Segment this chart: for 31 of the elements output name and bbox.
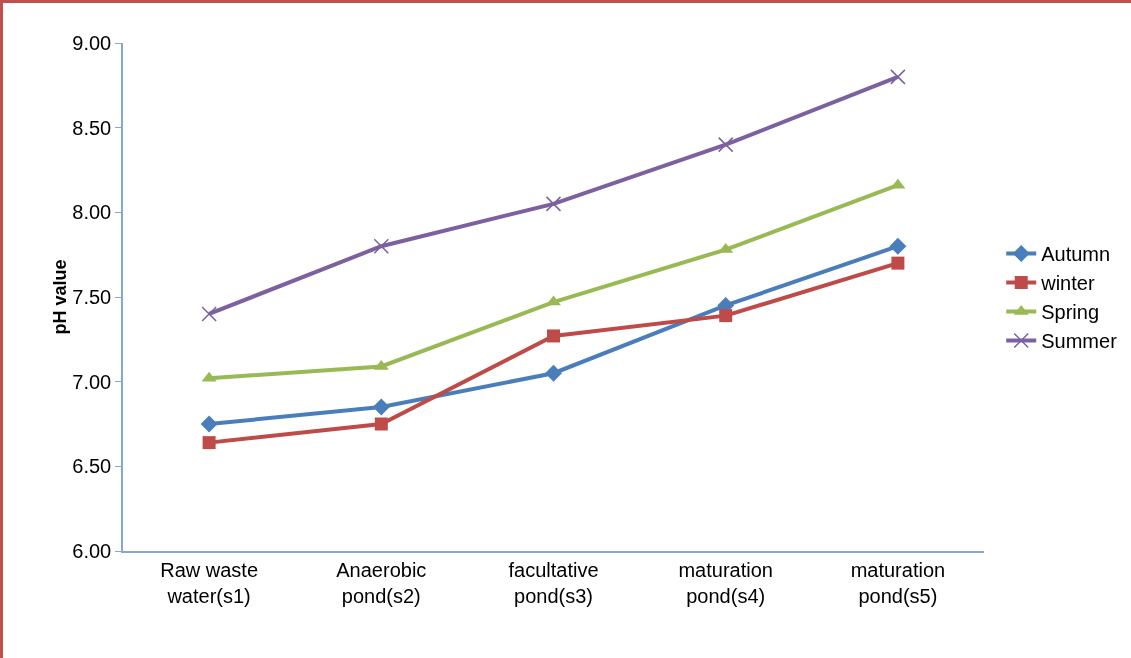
point [889,237,907,255]
point [202,436,216,450]
y-tick-label: 9.00 [72,32,112,54]
y-tick-label: 6.50 [72,455,112,478]
x-tick-label: Raw waste water(s1) [160,558,259,607]
point [372,398,390,416]
legend-label: Summer [1041,330,1118,353]
point [545,364,562,382]
legend-label: Autumn [1041,243,1111,266]
legend-label: Spring [1041,301,1100,324]
point [374,417,388,431]
x-tick-label: Anaerobic pond(s2) [336,558,427,607]
point [890,69,906,85]
x-tick-label: facultative pond(s3) [508,558,599,607]
point [200,415,218,433]
point [201,306,217,322]
point [717,136,734,153]
y-tick-label: 6.00 [72,540,112,562]
point [547,329,560,343]
x-tick-label: maturation pond(s4) [678,558,773,607]
y-tick-label: 8.00 [72,201,112,224]
y-tick-label: 7.00 [72,370,112,393]
y-tick-label: 8.50 [72,116,112,139]
y-tick-label: 7.50 [72,286,112,308]
point [719,309,733,323]
y-axis-title: pH value [50,259,71,335]
x-tick-label: maturation pond(s5) [850,558,946,607]
point [545,196,562,212]
point [373,238,390,254]
legend-label: winter [1040,272,1095,295]
point [891,256,905,270]
